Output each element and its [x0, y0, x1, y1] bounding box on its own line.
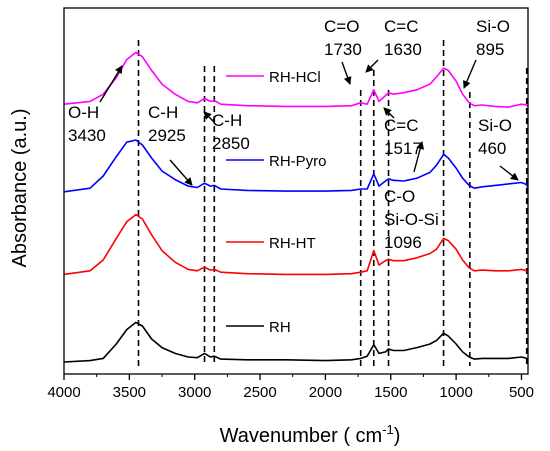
annotation-cc2-line-1: 1517: [384, 139, 422, 158]
x-tick-label-1000: 1000: [439, 384, 472, 401]
annotation-cc2-line-0: C=C: [384, 116, 418, 135]
legend-label-rh-pyro: RH-Pyro: [269, 153, 327, 170]
legend-label-rh: RH: [269, 319, 291, 336]
annotation-ch2-line-0: C-H: [212, 111, 242, 130]
annotation-cc2-arrow: [383, 107, 395, 119]
annotation-sio1-line-0: Si-O: [476, 17, 510, 36]
series-labels: RH-HCl RH-Pyro RH-HT RH: [226, 69, 327, 336]
annotation-sio1-line-1: 895: [476, 40, 504, 59]
series-line-rh-hcl: [63, 51, 529, 108]
annotation-oh: O-H 3430: [68, 65, 123, 145]
annotation-co-line-1: 1730: [324, 40, 362, 59]
annotation-cc1-arrow: [365, 59, 379, 73]
x-tick-label-500: 500: [509, 384, 534, 401]
annotation-ch1-line-1: 2925: [148, 126, 186, 145]
x-axis: 4000 3500 3000 2500 2000 1500 1000 500: [47, 374, 534, 401]
annotation-ch1-arrow: [169, 159, 193, 186]
series-line-rh: [63, 321, 529, 363]
annotation-sio2-line-0: Si-O: [478, 116, 512, 135]
annotation-sio2-line-1: 460: [478, 139, 506, 158]
annotation-oh-line-1: 3430: [68, 126, 106, 145]
x-tick-label-3000: 3000: [178, 384, 211, 401]
series-line-rh-pyro: [63, 139, 529, 193]
annotation-sio2: Si-O 460: [478, 116, 519, 181]
annotation-siosi-line-1: Si-O-Si: [384, 210, 439, 229]
annotation-co-line-0: C=O: [324, 17, 359, 36]
legend-label-rh-ht: RH-HT: [269, 235, 316, 252]
x-tick-label-4000: 4000: [47, 384, 80, 401]
annotation-cc2: C=C 1517: [383, 107, 422, 158]
annotation-siosi-line-2: 1096: [384, 233, 422, 252]
annotation-siosi: C-O Si-O-Si 1096: [384, 141, 439, 252]
x-tick-label-2500: 2500: [243, 384, 276, 401]
annotation-cc1-line-0: C=C: [384, 17, 418, 36]
peak-annotations: O-H 3430 C-H 2925 C-H 2850 C=O 1730 C=C 1630 C=C 15…: [68, 17, 519, 252]
annotation-ch2-arrow: [203, 111, 215, 123]
annotation-cc1: C=C 1630: [365, 17, 422, 73]
legend-label-rh-hcl: RH-HCl: [269, 69, 321, 86]
annotation-siosi-line-0: C-O: [384, 187, 415, 206]
annotation-oh-arrow: [99, 65, 123, 103]
y-axis-label: Absorbance (a.u.): [9, 109, 31, 268]
annotation-cc1-line-1: 1630: [384, 40, 422, 59]
annotation-siosi-arrow: [413, 141, 425, 173]
x-axis-label: Wavenumber ( cm-1): [220, 422, 401, 447]
spectra-series: [63, 51, 529, 363]
annotation-ch2: C-H 2850: [203, 111, 250, 153]
annotation-ch1-line-0: C-H: [148, 103, 178, 122]
annotation-ch2-line-1: 2850: [212, 134, 250, 153]
annotation-co: C=O 1730: [324, 17, 362, 85]
x-tick-label-2000: 2000: [309, 384, 342, 401]
x-tick-label-1500: 1500: [374, 384, 407, 401]
series-line-rh-ht: [63, 213, 529, 276]
annotation-sio1-arrow: [463, 59, 477, 89]
annotation-sio2-arrow: [499, 165, 519, 181]
annotation-oh-line-0: O-H: [68, 103, 99, 122]
plot-frame: [63, 7, 529, 375]
annotation-ch1: C-H 2925: [148, 103, 193, 186]
annotation-sio1: Si-O 895: [463, 17, 510, 89]
reference-lines: [137, 40, 528, 366]
annotation-co-arrow: [341, 61, 352, 85]
x-tick-label-3500: 3500: [113, 384, 146, 401]
